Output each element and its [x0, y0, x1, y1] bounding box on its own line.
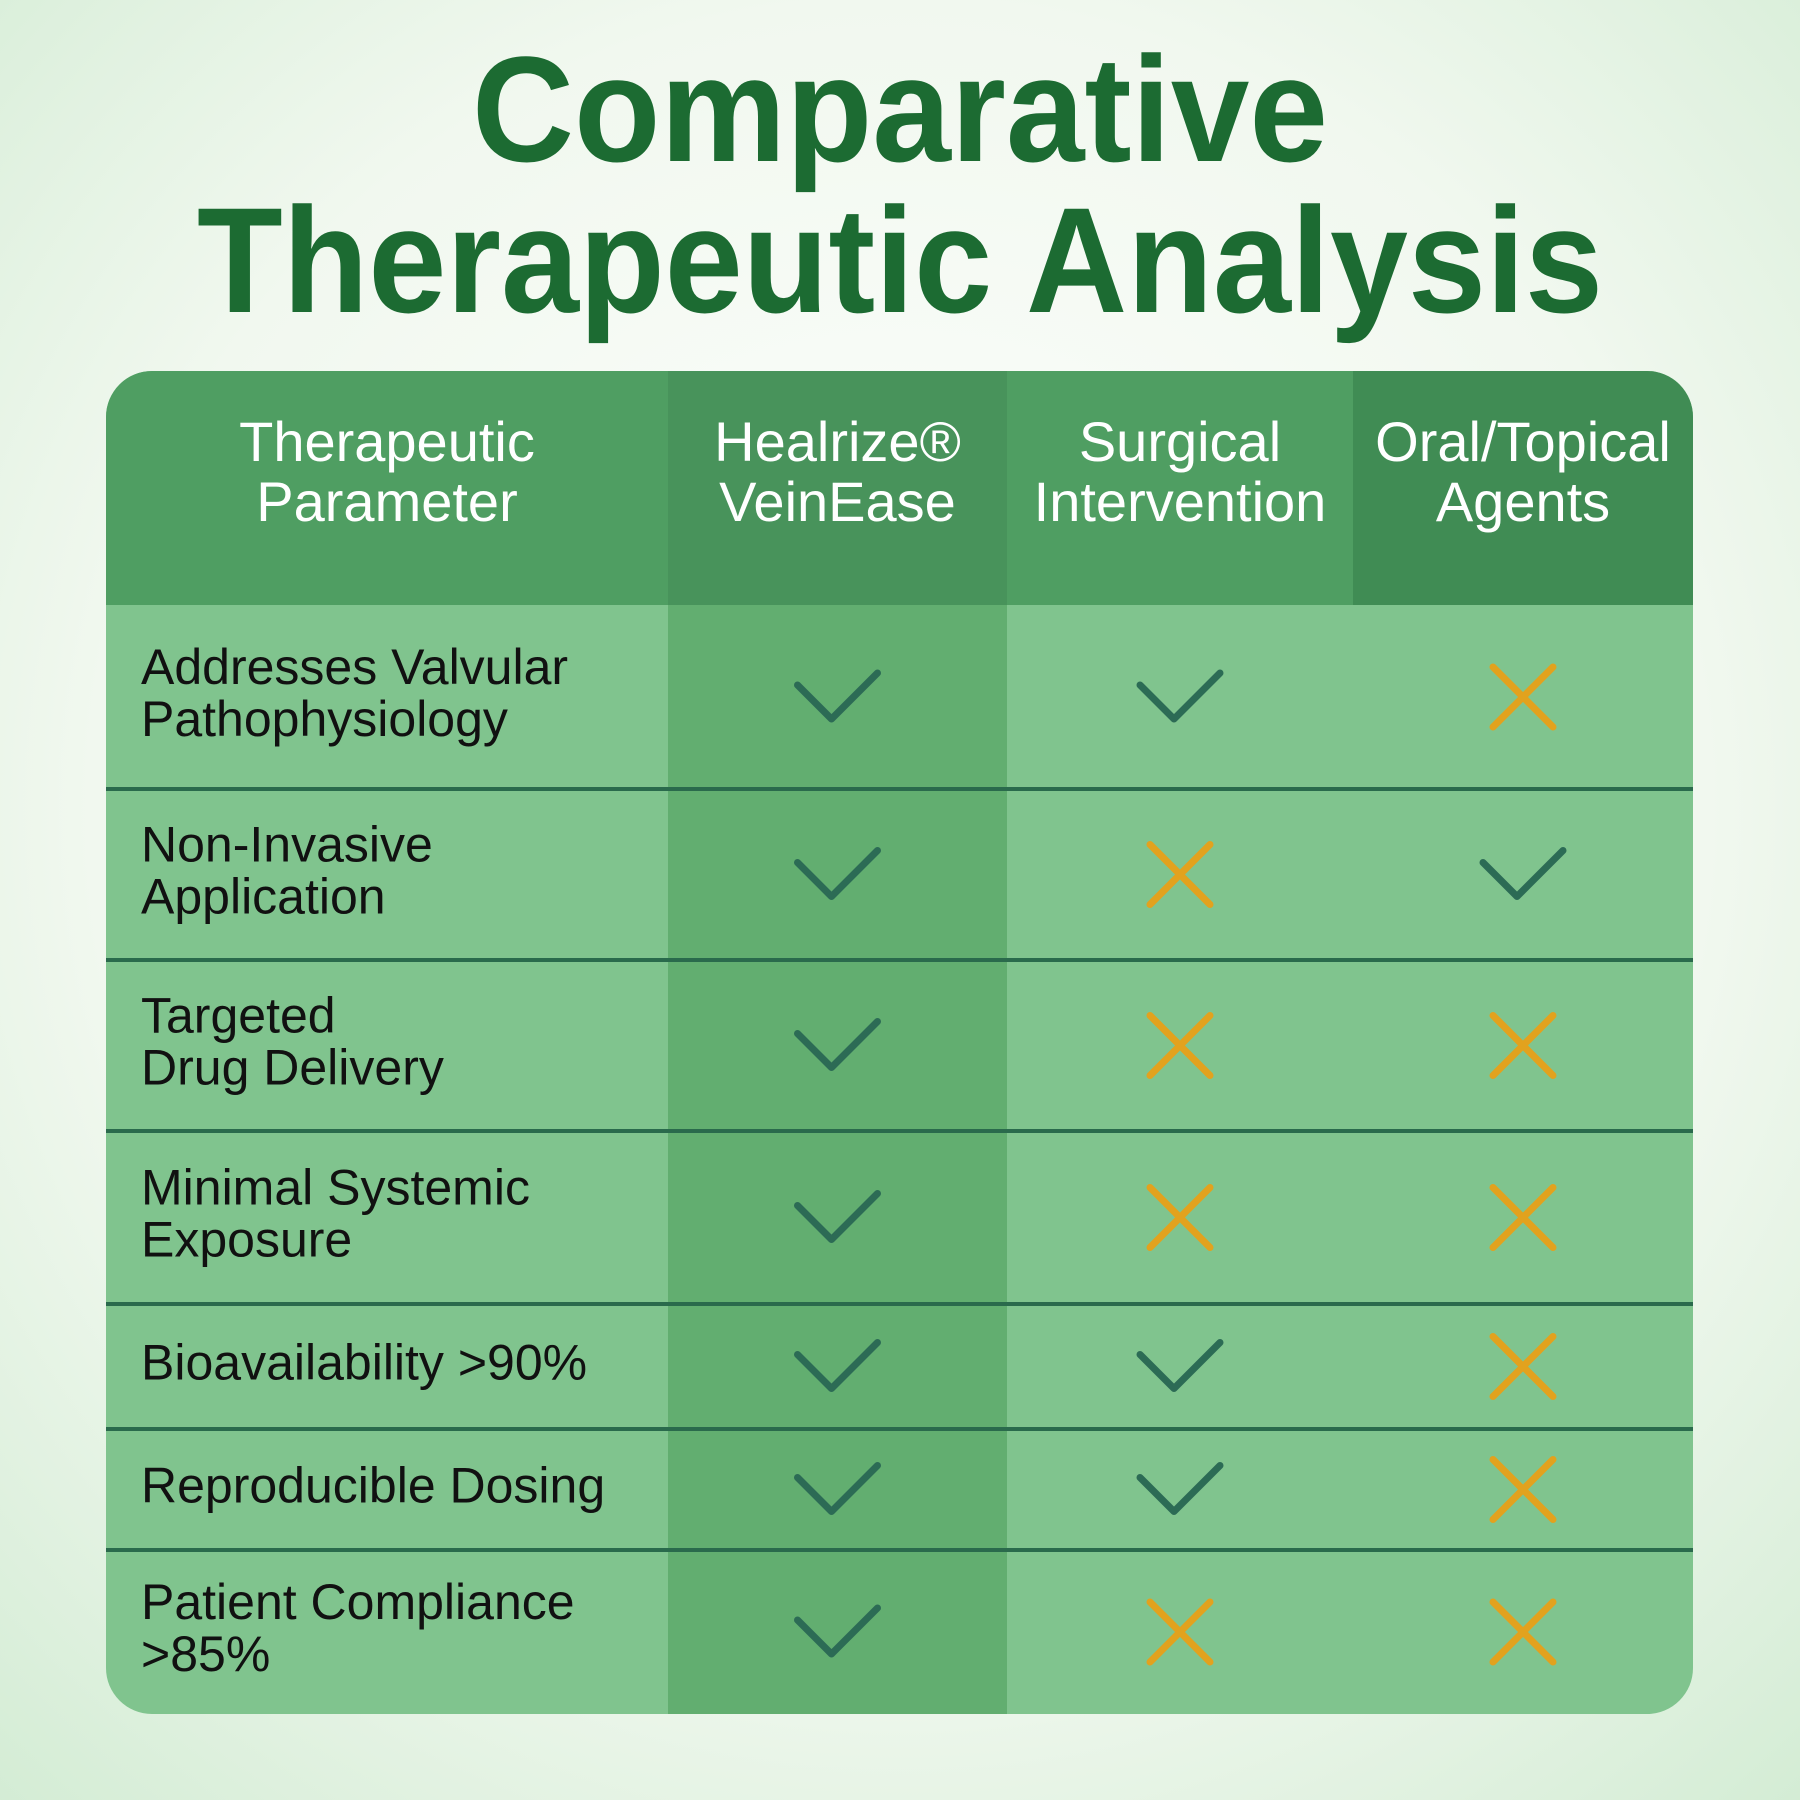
parameter-label: Targeted — [141, 988, 336, 1044]
check-icon — [794, 1339, 881, 1392]
cross-icon — [1146, 1598, 1214, 1666]
column-header: Healrize® — [714, 410, 961, 473]
header-cell — [106, 371, 668, 605]
check-icon — [794, 1190, 881, 1243]
parameter-label: Addresses Valvular — [141, 639, 568, 695]
column-header: Parameter — [256, 470, 517, 533]
column-header: Intervention — [1034, 470, 1327, 533]
parameter-label: Pathophysiology — [141, 691, 508, 747]
cross-icon — [1489, 663, 1557, 731]
parameter-label: Drug Delivery — [141, 1040, 444, 1096]
check-icon — [1136, 1462, 1224, 1515]
cross-icon — [1489, 1333, 1557, 1400]
check-icon — [1136, 1339, 1224, 1392]
parameter-label: Application — [141, 869, 386, 925]
check-icon — [794, 669, 881, 723]
cross-icon — [1489, 1456, 1557, 1523]
parameter-label: Exposure — [141, 1212, 352, 1268]
check-icon — [1136, 669, 1224, 723]
parameter-label: Non-Invasive — [141, 817, 433, 873]
header-cell — [1007, 371, 1353, 605]
column-header: Oral/Topical — [1375, 410, 1671, 473]
column-header: Surgical — [1079, 410, 1281, 473]
cross-icon — [1146, 1012, 1214, 1079]
check-icon — [794, 847, 881, 900]
check-icon — [794, 1462, 881, 1515]
check-icon — [794, 1018, 881, 1071]
header-cell — [1353, 371, 1693, 605]
header-cell — [668, 371, 1007, 605]
column-header: Agents — [1436, 470, 1610, 533]
parameter-label: Reproducible Dosing — [141, 1458, 605, 1514]
column-header: Therapeutic — [239, 410, 535, 473]
check-icon — [1479, 847, 1567, 900]
title: Comparative — [472, 25, 1328, 193]
title: Therapeutic Analysis — [197, 176, 1603, 344]
parameter-label: Patient Compliance — [141, 1574, 575, 1630]
cross-icon — [1489, 1598, 1557, 1666]
cross-icon — [1146, 841, 1214, 908]
cross-icon — [1489, 1012, 1557, 1079]
cross-icon — [1146, 1184, 1214, 1251]
parameter-label: Bioavailability >90% — [141, 1335, 587, 1391]
cross-icon — [1489, 1184, 1557, 1251]
parameter-label: >85% — [141, 1626, 270, 1682]
parameter-label: Minimal Systemic — [141, 1160, 530, 1216]
check-icon — [794, 1604, 881, 1658]
column-header: VeinEase — [719, 470, 956, 533]
